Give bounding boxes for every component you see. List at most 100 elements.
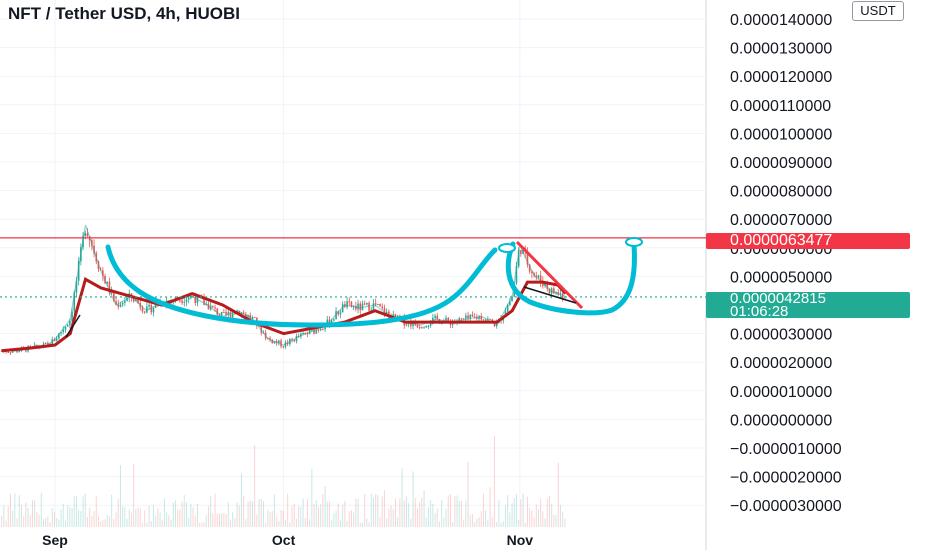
candle-body [528, 264, 531, 272]
candle-body [51, 339, 54, 346]
candle-body [465, 315, 467, 319]
volume-bar [100, 521, 102, 527]
candle-body [278, 340, 280, 344]
candle-body [471, 314, 474, 317]
volume-bar [23, 516, 25, 527]
candle-body [436, 315, 439, 320]
volume-bar [67, 504, 69, 527]
volume-bar [262, 501, 264, 527]
volume-bar [397, 516, 399, 527]
candle-body [315, 329, 318, 334]
volume-bar [207, 506, 209, 527]
candle-body [553, 288, 555, 294]
candle-body [44, 343, 47, 345]
flag-trendline[interactable] [65, 314, 81, 338]
cup-rim-marker-right[interactable] [625, 237, 643, 247]
candle-body [9, 352, 12, 354]
candle-body [194, 297, 197, 303]
candle-body [359, 303, 362, 311]
volume-bar [177, 509, 179, 527]
candle-body [348, 301, 351, 303]
volume-bar [493, 435, 495, 527]
candle-body [429, 323, 432, 326]
volume-bar [443, 517, 445, 527]
volume-bar [460, 500, 462, 527]
volume-bar [93, 511, 95, 527]
volume-bar [513, 497, 515, 527]
volume-bar [192, 507, 194, 527]
volume-bar [185, 502, 187, 527]
currency-unit-badge[interactable]: USDT [852, 1, 904, 21]
volume-bar [102, 519, 104, 527]
volume-bar [16, 518, 18, 527]
volume-bar [348, 511, 350, 527]
candle-body [214, 307, 216, 309]
volume-bar [238, 505, 240, 527]
y-tick-label: 0.0000080000 [730, 184, 832, 201]
x-tick-label: Sep [42, 532, 68, 548]
candle-body [148, 304, 150, 307]
volume-bar [533, 517, 535, 527]
volume-bar [95, 496, 97, 527]
candle-body [225, 311, 227, 315]
candle-body [185, 299, 188, 302]
candle-body [102, 270, 104, 277]
wedge-lower-trendline[interactable] [523, 286, 577, 304]
volume-bar [45, 518, 47, 527]
volume-bar [188, 517, 190, 527]
volume-bar [515, 494, 517, 527]
cup-curve-drawing[interactable] [105, 244, 498, 328]
candle-body [333, 319, 335, 321]
handle-curve-drawing[interactable] [505, 241, 637, 316]
volume-bar [135, 509, 137, 527]
candle-body [416, 324, 419, 328]
volume-bar [306, 498, 308, 527]
volume-bar [366, 518, 368, 527]
volume-bar [309, 519, 311, 527]
candle-body [410, 321, 412, 327]
price-axis[interactable]: 0.0000140000 0.0000130000 0.0000120000 0.00… [730, 12, 842, 515]
volume-bar [34, 500, 36, 527]
volume-bar [181, 501, 183, 527]
volume-bar [280, 510, 282, 527]
volume-bar [399, 498, 401, 527]
volume-bar [350, 510, 352, 527]
candle-body [119, 304, 122, 307]
volume-bar [471, 513, 473, 527]
volume-bar [357, 498, 359, 527]
volume-bar [498, 499, 500, 527]
volume-bar [69, 507, 71, 527]
volume-bar [104, 519, 106, 527]
y-tick-label: 0.0000100000 [730, 126, 832, 143]
volume-bar [386, 518, 388, 527]
candle-body [280, 340, 282, 347]
volume-bar [529, 507, 531, 527]
candle-body [86, 233, 89, 237]
volume-bar [548, 495, 550, 527]
candle-body [84, 233, 87, 236]
volume-bar [427, 507, 429, 527]
candle-body [7, 351, 10, 353]
candle-body [295, 336, 298, 342]
volume-bar [240, 473, 242, 527]
volume-bar [430, 500, 432, 527]
volume-bar [414, 498, 416, 527]
volume-bar [526, 496, 528, 527]
volume-bar [300, 506, 302, 527]
volume-bar [394, 498, 396, 527]
candle-body [482, 319, 485, 321]
cup-rim-marker-left[interactable] [498, 243, 516, 253]
volume-bar [260, 498, 262, 527]
volume-bar [361, 522, 363, 527]
volume-bar [133, 463, 135, 527]
candle-body [282, 346, 285, 348]
volume-bar [56, 518, 58, 527]
time-axis[interactable]: Sep Oct Nov [42, 532, 533, 548]
volume-bar [159, 512, 161, 527]
candle-body [363, 303, 366, 305]
volume-bars [1, 435, 566, 527]
x-tick-label: Nov [507, 532, 534, 548]
volume-bar [223, 512, 225, 527]
wedge-upper-trendline[interactable] [515, 240, 584, 310]
